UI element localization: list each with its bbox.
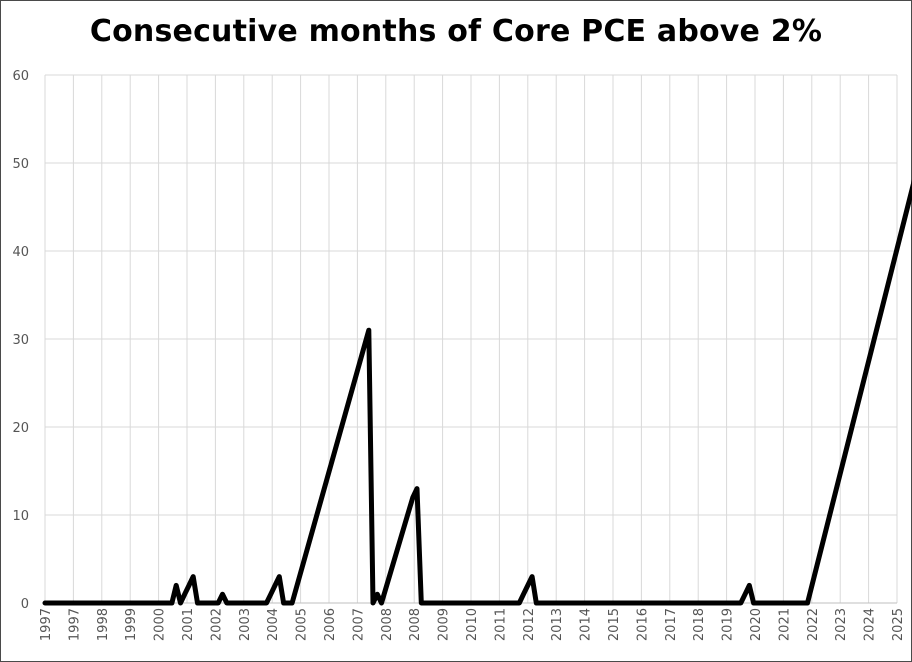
data-point bbox=[376, 593, 378, 595]
data-point bbox=[748, 584, 750, 586]
y-tick-label: 30 bbox=[12, 333, 29, 348]
grid-layer bbox=[44, 74, 898, 604]
x-tick-label: 2025 bbox=[891, 608, 906, 641]
x-tick-label: 2003 bbox=[238, 608, 253, 641]
data-point bbox=[527, 584, 529, 586]
data-point bbox=[188, 584, 190, 586]
x-tick-label: 2024 bbox=[863, 608, 878, 641]
x-tick-label: 2008 bbox=[380, 608, 395, 641]
y-tick-label: 60 bbox=[12, 69, 29, 84]
y-tick-label: 40 bbox=[12, 245, 29, 260]
data-point bbox=[184, 593, 186, 595]
x-tick-label: 2019 bbox=[721, 608, 736, 641]
y-tick-label: 20 bbox=[12, 421, 29, 436]
data-point bbox=[420, 602, 422, 604]
data-point bbox=[175, 584, 177, 586]
x-tick-label: 2023 bbox=[834, 608, 849, 641]
y-tick-label: 0 bbox=[21, 597, 29, 612]
data-point bbox=[807, 602, 809, 604]
x-tick-label: 2010 bbox=[465, 608, 480, 641]
data-point bbox=[192, 576, 194, 578]
data-point bbox=[753, 602, 755, 604]
data-point bbox=[291, 602, 293, 604]
data-point bbox=[416, 488, 418, 490]
x-tick-label: 1997 bbox=[67, 608, 82, 641]
series-line-0 bbox=[42, 179, 912, 606]
data-point bbox=[222, 593, 223, 595]
tick-layer: 1997 1997 1998 1999 2000 2001 2002 2003 2004 2005… bbox=[12, 69, 906, 641]
data-point bbox=[372, 602, 374, 604]
data-point bbox=[270, 593, 272, 595]
x-tick-label: 2008 bbox=[408, 608, 423, 641]
x-tick-label: 2009 bbox=[437, 608, 452, 641]
x-tick-label: 2021 bbox=[777, 608, 792, 641]
data-point bbox=[44, 602, 46, 604]
data-point bbox=[197, 602, 199, 604]
x-tick-label: 2005 bbox=[295, 608, 310, 641]
x-tick-label: 2014 bbox=[579, 608, 594, 641]
x-tick-label: 2006 bbox=[323, 608, 338, 641]
x-tick-label: 2017 bbox=[664, 608, 679, 641]
x-tick-label: 2022 bbox=[806, 608, 821, 641]
data-point bbox=[217, 602, 219, 604]
y-tick-label: 10 bbox=[12, 509, 29, 524]
data-point bbox=[274, 584, 276, 586]
x-tick-label: 2011 bbox=[493, 608, 508, 641]
x-tick-label: 2002 bbox=[209, 608, 224, 641]
data-point bbox=[518, 602, 520, 604]
data-point bbox=[740, 602, 742, 604]
x-tick-label: 1999 bbox=[124, 608, 139, 641]
x-tick-label: 2012 bbox=[522, 608, 537, 641]
line-layer bbox=[42, 179, 912, 606]
data-point bbox=[535, 602, 537, 604]
data-point bbox=[179, 602, 181, 604]
x-tick-label: 2018 bbox=[692, 608, 707, 641]
data-point bbox=[368, 329, 370, 331]
x-tick-label: 2004 bbox=[266, 608, 281, 641]
data-point bbox=[523, 593, 525, 595]
data-point bbox=[283, 602, 285, 604]
x-tick-label: 2015 bbox=[607, 608, 622, 641]
y-tick-label: 50 bbox=[12, 157, 29, 172]
data-point bbox=[531, 576, 533, 578]
x-tick-label: 2020 bbox=[749, 608, 764, 641]
x-tick-label: 2007 bbox=[351, 608, 366, 641]
data-point bbox=[226, 602, 228, 604]
x-tick-label: 2001 bbox=[181, 608, 196, 641]
data-point bbox=[412, 496, 414, 498]
chart-title: Consecutive months of Core PCE above 2% bbox=[89, 14, 823, 49]
data-point bbox=[381, 602, 383, 604]
x-tick-label: 1998 bbox=[96, 608, 111, 641]
x-tick-label: 2013 bbox=[550, 608, 565, 641]
data-point bbox=[266, 602, 268, 604]
x-tick-label: 2000 bbox=[153, 608, 168, 641]
data-point bbox=[744, 593, 746, 595]
x-tick-label: 1997 bbox=[39, 608, 54, 641]
data-point bbox=[171, 602, 173, 604]
data-point bbox=[278, 576, 280, 578]
x-tick-label: 2016 bbox=[635, 608, 650, 641]
